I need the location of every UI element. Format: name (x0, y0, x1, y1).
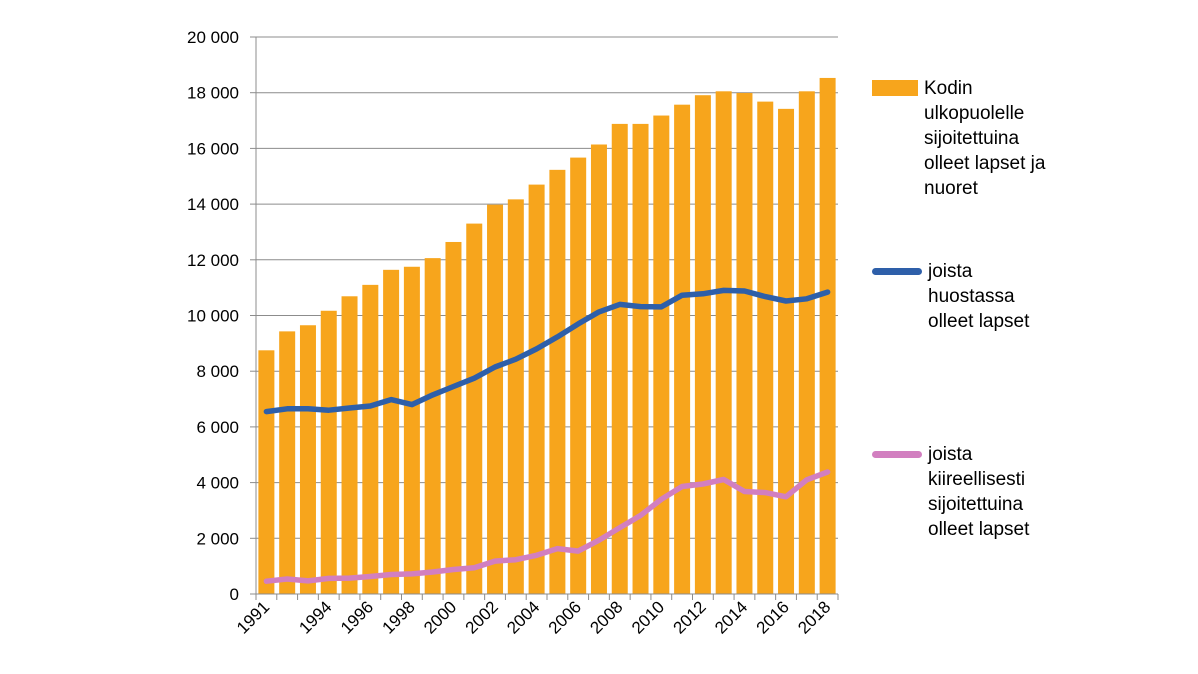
y-tick-label: 10 000 (187, 307, 239, 326)
x-tick-label: 2012 (670, 597, 710, 637)
legend-swatch-bars (872, 80, 918, 96)
bar (507, 199, 524, 595)
x-tick-label: 2016 (753, 597, 793, 637)
y-tick-label: 8 000 (196, 362, 239, 381)
y-tick-label: 0 (230, 585, 239, 604)
bar (819, 77, 836, 594)
x-tick-label: 1998 (379, 597, 419, 637)
bar (466, 223, 483, 594)
bar (549, 169, 566, 595)
y-tick-label: 4 000 (196, 474, 239, 493)
bar (570, 157, 587, 594)
x-tick-label: 2002 (462, 597, 502, 637)
y-tick-labels: 0 2 000 4 000 6 000 8 000 10 000 12 000 14 000 1… (187, 28, 239, 604)
bar (778, 108, 795, 594)
bar (757, 101, 774, 594)
bar (736, 92, 753, 594)
legend-swatch-huostassa (872, 268, 922, 275)
x-tick-label: 2010 (628, 597, 668, 637)
legend-swatch-kiireellisesti (872, 451, 922, 458)
legend-label-kiireellisesti: joista kiireellisesti sijoitettuina olle… (928, 444, 1030, 540)
x-tick-label: 1991 (233, 597, 273, 637)
legend-item-bars: Kodin ulkopuolelle sijoitettuina olleet … (872, 76, 1172, 201)
bar (528, 184, 545, 595)
legend-item-kiireellisesti: joista kiireellisesti sijoitettuina olle… (872, 442, 1172, 542)
bar (341, 296, 358, 594)
series-line (263, 469, 831, 584)
bar (798, 91, 815, 595)
bar (715, 91, 732, 595)
legend-label-bars: Kodin ulkopuolelle sijoitettuina olleet … (924, 78, 1046, 199)
y-tick-label: 6 000 (196, 418, 239, 437)
x-tick-label: 2000 (420, 597, 460, 637)
series-line (263, 287, 831, 415)
axes (255, 37, 838, 595)
bar (487, 204, 504, 595)
bar (445, 241, 462, 594)
line-series (263, 287, 831, 584)
x-tick-label: 2018 (794, 597, 834, 637)
bar (320, 310, 337, 594)
bar (403, 266, 420, 594)
bar (383, 269, 400, 594)
y-tick-label: 18 000 (187, 84, 239, 103)
legend-item-huostassa: joista huostassa olleet lapset (872, 259, 1172, 334)
y-tick-label: 20 000 (187, 28, 239, 47)
x-tick-labels: 1991 1994 1996 1998 2000 2002 2004 2006 2008 2010… (233, 597, 834, 637)
x-tick-label: 1996 (337, 597, 377, 637)
x-tick-label: 2014 (711, 597, 751, 637)
y-tick-label: 12 000 (187, 251, 239, 270)
bar (424, 258, 441, 594)
bar (632, 123, 649, 594)
bar (299, 325, 316, 594)
bar (694, 95, 711, 595)
bar (611, 123, 628, 594)
bar (590, 144, 607, 594)
bar (362, 284, 379, 594)
bar-series (258, 77, 836, 595)
legend-label-huostassa: joista huostassa olleet lapset (928, 261, 1030, 332)
y-tick-label: 2 000 (196, 529, 239, 548)
y-tick-label: 14 000 (187, 195, 239, 214)
y-tick-label: 16 000 (187, 139, 239, 158)
x-tick-label: 2004 (503, 597, 543, 637)
bar (279, 331, 296, 594)
bar (653, 115, 670, 595)
x-tick-label: 1994 (295, 597, 335, 637)
bar (674, 104, 691, 594)
x-tick-label: 2006 (545, 597, 585, 637)
bar (258, 350, 275, 594)
x-tick-label: 2008 (586, 597, 626, 637)
